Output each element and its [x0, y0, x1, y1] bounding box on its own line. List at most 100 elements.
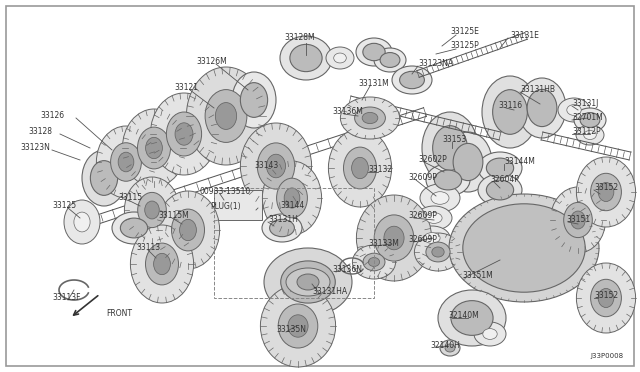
Ellipse shape [340, 97, 399, 139]
Text: 33128: 33128 [28, 128, 52, 137]
Ellipse shape [333, 53, 346, 63]
Text: 33136M: 33136M [332, 108, 363, 116]
Ellipse shape [138, 192, 166, 228]
Ellipse shape [399, 71, 424, 89]
Ellipse shape [284, 188, 300, 208]
Ellipse shape [262, 161, 322, 235]
Text: 33136N: 33136N [332, 266, 362, 275]
Ellipse shape [432, 247, 444, 257]
Ellipse shape [215, 103, 237, 129]
Ellipse shape [131, 225, 193, 303]
Ellipse shape [241, 83, 268, 117]
Text: 33131M: 33131M [358, 80, 388, 89]
Text: 33151M: 33151M [462, 272, 493, 280]
Ellipse shape [435, 170, 461, 190]
Text: 33121: 33121 [174, 83, 198, 93]
Ellipse shape [518, 78, 566, 138]
Ellipse shape [564, 202, 592, 238]
Ellipse shape [577, 157, 636, 227]
Ellipse shape [146, 137, 163, 158]
Ellipse shape [290, 44, 322, 72]
Ellipse shape [558, 98, 590, 122]
Ellipse shape [449, 194, 599, 302]
Text: 33125: 33125 [52, 202, 76, 211]
Ellipse shape [156, 191, 220, 269]
Ellipse shape [363, 43, 385, 61]
Text: 33125P: 33125P [450, 42, 479, 51]
Ellipse shape [482, 76, 538, 148]
Ellipse shape [420, 184, 460, 212]
Ellipse shape [424, 232, 440, 243]
Text: 32609P: 32609P [408, 235, 437, 244]
Ellipse shape [550, 187, 605, 253]
Ellipse shape [328, 129, 392, 207]
Text: 33123N: 33123N [20, 144, 50, 153]
Ellipse shape [392, 66, 432, 94]
Ellipse shape [374, 215, 414, 261]
Ellipse shape [264, 248, 352, 316]
Ellipse shape [433, 126, 467, 170]
Text: 33133M: 33133M [368, 240, 399, 248]
Text: 33113: 33113 [136, 244, 160, 253]
Ellipse shape [262, 214, 302, 242]
Text: 33135N: 33135N [276, 326, 306, 334]
Ellipse shape [438, 290, 506, 346]
Ellipse shape [257, 143, 294, 189]
Text: 33131E: 33131E [510, 32, 539, 41]
Ellipse shape [577, 263, 636, 333]
Ellipse shape [344, 147, 376, 189]
Text: 32140H: 32140H [430, 340, 460, 350]
Bar [214, 190, 262, 220]
Ellipse shape [483, 328, 497, 339]
Ellipse shape [426, 164, 470, 196]
Ellipse shape [172, 209, 205, 251]
Ellipse shape [351, 157, 369, 179]
Ellipse shape [353, 245, 396, 279]
Text: 33143: 33143 [254, 161, 278, 170]
Text: 33112P: 33112P [572, 128, 600, 137]
Ellipse shape [186, 67, 266, 165]
Text: 33125E: 33125E [450, 28, 479, 36]
Ellipse shape [90, 161, 118, 195]
Ellipse shape [486, 158, 514, 178]
Text: FRONT: FRONT [106, 310, 132, 318]
Ellipse shape [260, 285, 335, 367]
Ellipse shape [180, 219, 196, 241]
Ellipse shape [286, 268, 330, 296]
Text: 33126M: 33126M [196, 58, 227, 67]
Ellipse shape [154, 253, 170, 275]
Text: 33113F: 33113F [52, 294, 81, 302]
Ellipse shape [205, 90, 247, 142]
Text: 33132: 33132 [368, 166, 392, 174]
Text: 32604P: 32604P [490, 176, 519, 185]
Ellipse shape [355, 107, 385, 129]
Ellipse shape [567, 105, 581, 115]
Ellipse shape [138, 127, 170, 169]
Ellipse shape [369, 257, 380, 266]
Ellipse shape [584, 131, 596, 140]
Ellipse shape [414, 226, 450, 250]
Ellipse shape [527, 89, 557, 126]
Ellipse shape [112, 212, 156, 244]
Ellipse shape [288, 315, 308, 337]
Text: 33126: 33126 [40, 112, 64, 121]
Ellipse shape [463, 204, 585, 292]
Text: PLUG(1): PLUG(1) [210, 202, 241, 211]
Ellipse shape [380, 52, 400, 67]
Ellipse shape [426, 213, 442, 224]
Ellipse shape [145, 243, 179, 285]
Text: 32140M: 32140M [448, 311, 479, 321]
Ellipse shape [478, 174, 522, 206]
Text: 33131HA: 33131HA [312, 288, 347, 296]
Ellipse shape [269, 219, 294, 237]
Text: 33128M: 33128M [285, 33, 316, 42]
Ellipse shape [281, 261, 335, 303]
Text: 33131J: 33131J [572, 99, 598, 109]
Ellipse shape [445, 344, 455, 352]
Ellipse shape [431, 192, 449, 204]
Bar [214, 188, 374, 298]
Ellipse shape [598, 183, 614, 202]
Ellipse shape [175, 123, 193, 145]
Text: 33151: 33151 [566, 215, 590, 224]
Ellipse shape [453, 143, 483, 180]
